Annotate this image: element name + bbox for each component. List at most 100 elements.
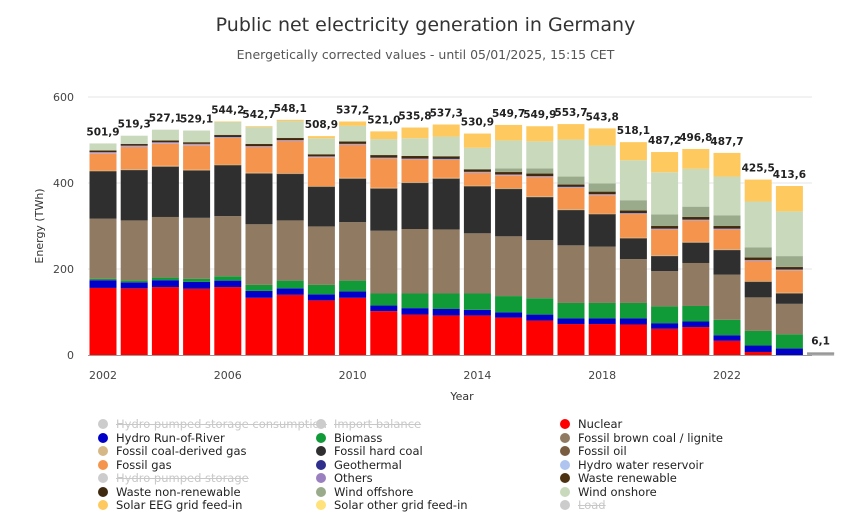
bar-segment[interactable] [89, 152, 117, 153]
bar-segment[interactable] [339, 121, 367, 126]
bar-segment[interactable] [526, 173, 554, 175]
bar-segment[interactable] [619, 213, 647, 214]
legend-item[interactable]: Fossil coal-derived gas [98, 444, 247, 458]
bar-segment[interactable] [245, 126, 273, 128]
bar-segment[interactable] [183, 217, 211, 279]
bar-segment[interactable] [775, 334, 803, 349]
bar-segment[interactable] [183, 170, 211, 171]
bar-segment[interactable] [339, 144, 367, 145]
bar-segment[interactable] [526, 176, 554, 178]
bar-segment[interactable] [588, 246, 616, 303]
bar-segment[interactable] [432, 155, 460, 157]
legend-item[interactable]: Hydro water reservoir [560, 458, 703, 472]
bar-segment[interactable] [619, 210, 647, 212]
bar-segment[interactable] [245, 224, 273, 285]
bar-segment[interactable] [183, 278, 211, 282]
bar-segment[interactable] [307, 156, 335, 157]
bar-segment[interactable] [526, 298, 554, 315]
bar-segment[interactable] [214, 137, 242, 165]
bar-segment[interactable] [807, 354, 835, 356]
bar-segment[interactable] [682, 216, 710, 218]
bar-segment[interactable] [495, 174, 523, 175]
bar-segment[interactable] [557, 124, 585, 140]
bar-segment[interactable] [276, 294, 304, 355]
bar-segment[interactable] [682, 217, 710, 220]
legend-item[interactable]: Load [560, 498, 606, 512]
bar-segment[interactable] [89, 143, 117, 151]
bar-segment[interactable] [588, 145, 616, 184]
bar-segment[interactable] [214, 137, 242, 139]
bar-segment[interactable] [557, 184, 585, 185]
bar-segment[interactable] [495, 236, 523, 297]
bar-segment[interactable] [526, 320, 554, 355]
bar-segment[interactable] [89, 170, 117, 172]
bar-segment[interactable] [526, 126, 554, 142]
bar-segment[interactable] [370, 158, 398, 188]
bar-segment[interactable] [307, 300, 335, 355]
bar-segment[interactable] [713, 229, 741, 250]
bar-segment[interactable] [619, 213, 647, 238]
bar-segment[interactable] [588, 318, 616, 325]
bar-segment[interactable] [245, 290, 273, 298]
bar-segment[interactable] [401, 308, 429, 315]
bar-segment[interactable] [120, 146, 148, 170]
bar-segment[interactable] [557, 186, 585, 188]
bar-segment[interactable] [183, 169, 211, 171]
bar-segment[interactable] [307, 226, 335, 285]
bar-segment[interactable] [214, 287, 242, 355]
bar-segment[interactable] [495, 174, 523, 176]
bar-segment[interactable] [651, 256, 679, 272]
bar-segment[interactable] [307, 156, 335, 158]
bar-segment[interactable] [89, 287, 117, 355]
bar-segment[interactable] [713, 335, 741, 341]
bar-segment[interactable] [588, 195, 616, 214]
bar-segment[interactable] [588, 183, 616, 192]
bar-segment[interactable] [183, 143, 211, 145]
bar-segment[interactable] [245, 144, 273, 147]
bar-segment[interactable] [151, 143, 179, 166]
bar-segment[interactable] [588, 324, 616, 355]
bar-segment[interactable] [401, 159, 429, 183]
bar-segment[interactable] [495, 168, 523, 172]
bar-segment[interactable] [370, 158, 398, 159]
bar-segment[interactable] [120, 145, 148, 147]
bar-segment[interactable] [463, 185, 491, 187]
bar-segment[interactable] [557, 184, 585, 187]
bar-segment[interactable] [588, 302, 616, 319]
bar-segment[interactable] [713, 249, 741, 251]
bar-segment[interactable] [619, 160, 647, 201]
bar-segment[interactable] [307, 284, 335, 295]
legend-item[interactable]: Hydro Run-of-River [98, 431, 225, 445]
bar-segment[interactable] [463, 293, 491, 310]
bar-segment[interactable] [775, 293, 803, 294]
legend-item[interactable]: Waste renewable [560, 471, 677, 485]
bar-segment[interactable] [744, 179, 772, 202]
bar-segment[interactable] [307, 157, 335, 187]
bar-segment[interactable] [401, 314, 429, 355]
legend-item[interactable]: Fossil gas [98, 458, 172, 472]
bar-segment[interactable] [307, 186, 335, 187]
bar-segment[interactable] [432, 178, 460, 230]
bar-segment[interactable] [151, 287, 179, 355]
bar-segment[interactable] [89, 171, 117, 219]
bar-segment[interactable] [495, 124, 523, 141]
bar-segment[interactable] [526, 168, 554, 174]
bar-segment[interactable] [214, 216, 242, 277]
bar-segment[interactable] [619, 200, 647, 211]
bar-segment[interactable] [651, 255, 679, 257]
bar-segment[interactable] [557, 139, 585, 177]
bar-segment[interactable] [89, 153, 117, 171]
bar-segment[interactable] [151, 165, 179, 167]
bar-segment[interactable] [120, 288, 148, 355]
legend-item[interactable]: Solar EEG grid feed-in [98, 498, 242, 512]
bar-segment[interactable] [401, 183, 429, 230]
bar-segment[interactable] [713, 319, 741, 336]
bar-segment[interactable] [495, 189, 523, 237]
bar-segment[interactable] [401, 229, 429, 294]
bar-segment[interactable] [370, 311, 398, 355]
bar-segment[interactable] [432, 156, 460, 159]
bar-segment[interactable] [526, 173, 554, 177]
bar-segment[interactable] [276, 121, 304, 138]
bar-segment[interactable] [744, 257, 772, 258]
bar-segment[interactable] [276, 173, 304, 175]
